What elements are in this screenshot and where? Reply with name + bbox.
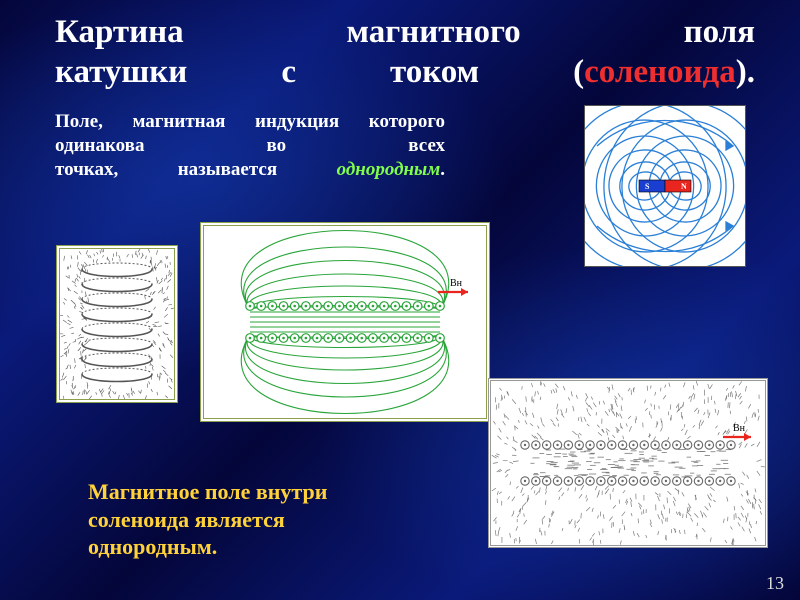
sub-accent: однородным — [337, 159, 441, 180]
figure-solenoid-fieldlines-green: Bн — [200, 222, 490, 422]
svg-text:Bн: Bн — [450, 278, 463, 289]
svg-text:Bн: Bн — [733, 423, 746, 434]
title: Картина магнитного поля катушки с током … — [55, 12, 755, 93]
sub-word: всех — [408, 135, 445, 156]
title-word: Картина — [55, 14, 184, 50]
title-accent: соленоида — [584, 54, 736, 90]
page-number: 13 — [766, 573, 784, 594]
sub-word: индукция — [255, 111, 339, 132]
figure-iron-filings-coil — [56, 245, 178, 403]
sub-word: Поле, — [55, 111, 103, 132]
fig2-svg: Bн — [204, 226, 486, 418]
slide: Картина магнитного поля катушки с током … — [0, 0, 800, 600]
svg-text:N: N — [681, 182, 687, 191]
figure-solenoid-filings-gray: Bн — [488, 378, 768, 548]
sub-word: во — [267, 135, 287, 156]
fig4-svg: Bн — [491, 381, 765, 545]
fig3-svg: SN — [585, 106, 745, 266]
title-word: ). — [736, 54, 755, 90]
sub-word: магнитная — [132, 111, 225, 132]
caption-line: однородным. — [88, 534, 217, 559]
caption-line: Магнитное поле внутри — [88, 479, 327, 504]
title-word: магнитного — [347, 14, 521, 50]
title-word: катушки с током ( — [55, 54, 584, 90]
sub-word: точках, называется — [55, 159, 337, 180]
svg-text:S: S — [645, 182, 650, 191]
sub-word: которого — [369, 111, 445, 132]
caption-line: соленоида является — [88, 507, 285, 532]
caption: Магнитное поле внутри соленоида является… — [88, 478, 428, 561]
title-word: поля — [684, 14, 755, 50]
sub-word: одинакова — [55, 135, 144, 156]
fig1-svg — [60, 249, 174, 399]
subtitle: Поле, магнитная индукция которого одинак… — [55, 110, 445, 181]
sub-word: . — [440, 159, 445, 180]
figure-bar-magnet-field: SN — [584, 105, 746, 267]
